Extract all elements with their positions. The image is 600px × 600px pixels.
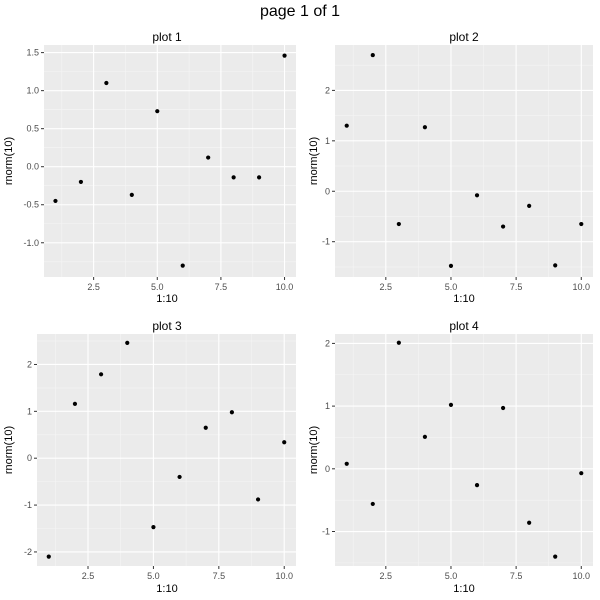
page-title: page 1 of 1 (259, 3, 341, 20)
y-axis-label: rnorm(10) (308, 137, 320, 185)
panel-title: plot 2 (449, 30, 479, 44)
data-point (422, 434, 428, 439)
y-tick-label: 0 (27, 453, 32, 463)
data-point (396, 221, 401, 227)
data-point (180, 263, 185, 268)
data-point (129, 192, 134, 197)
panel-background (37, 334, 296, 566)
data-point (579, 471, 584, 476)
data-point (78, 179, 84, 185)
data-point (53, 198, 58, 204)
y-tick-label: -0.5 (23, 200, 39, 210)
y-tick-label: 0.0 (26, 162, 39, 172)
x-tick-label: 2.5 (87, 282, 100, 292)
data-point (177, 474, 182, 480)
y-axis-label: rnorm(10) (3, 426, 15, 474)
data-point (282, 440, 287, 445)
x-tick-label: 2.5 (380, 282, 393, 292)
y-tick-label: -2 (24, 547, 32, 557)
data-point (151, 524, 156, 530)
data-point (203, 425, 208, 430)
y-tick-label: 0 (325, 464, 330, 474)
data-point (231, 175, 236, 180)
x-axis-label: 1:10 (453, 293, 474, 305)
y-tick-label: -1 (24, 500, 32, 510)
plot-panel-3: 2.5 5.0 7.5 10.0 -2 -1 0 1 2 plot 3 1:10 rnorm(10) (3, 319, 296, 595)
data-point (553, 263, 558, 268)
panel-title: plot 1 (152, 30, 182, 44)
x-axis-label: 1:10 (156, 583, 177, 595)
plot-panel-1: 2.5 5.0 7.5 10.0 -1.0 -0.5 0.0 0.5 1.0 1.5 plot 1 1… (3, 30, 296, 305)
data-point (344, 461, 349, 466)
y-tick-label: 2 (325, 338, 330, 348)
data-point (255, 497, 261, 502)
y-tick-label: 2 (325, 85, 330, 95)
x-tick-label: 2.5 (82, 571, 95, 581)
data-point (500, 224, 506, 229)
data-point (125, 340, 130, 346)
panel-title: plot 4 (449, 319, 479, 333)
x-tick-label: 5.0 (147, 571, 160, 581)
data-point (396, 340, 401, 345)
y-tick-label: 1 (325, 136, 330, 146)
data-point (448, 263, 454, 269)
data-point (370, 501, 375, 507)
data-point (256, 175, 262, 180)
data-point (98, 372, 104, 377)
x-axis-label: 1:10 (453, 583, 474, 595)
data-point (72, 401, 78, 406)
data-point (474, 483, 480, 488)
plot-panel-4: 2.5 5.0 7.5 10.0 -1 0 1 2 plot 4 1:10 rnorm(10) (308, 319, 593, 595)
data-point (474, 193, 480, 198)
x-tick-label: 7.5 (215, 282, 228, 292)
panel-title: plot 3 (152, 319, 182, 333)
data-point (104, 80, 109, 86)
x-tick-label: 5.0 (445, 571, 458, 581)
x-tick-label: 7.5 (213, 571, 226, 581)
y-tick-label: 1.0 (26, 86, 39, 96)
data-point (344, 123, 349, 128)
data-point (422, 125, 428, 130)
data-point (500, 405, 506, 411)
plot-panel-2: 2.5 5.0 7.5 10.0 -1 0 1 2 plot 2 1:10 rnorm(10) (308, 30, 593, 305)
x-tick-label: 10.0 (573, 571, 591, 581)
data-point (46, 554, 51, 559)
panel-background (335, 45, 593, 277)
data-point (527, 203, 532, 208)
data-point (155, 109, 160, 114)
y-tick-label: -1.0 (23, 238, 39, 248)
x-tick-label: 5.0 (151, 282, 164, 292)
y-tick-label: 1 (27, 406, 32, 416)
data-point (370, 52, 375, 58)
data-point (206, 155, 211, 160)
y-tick-label: 0 (325, 186, 330, 196)
x-tick-label: 10.0 (573, 282, 591, 292)
data-point (448, 402, 454, 407)
data-point (553, 554, 558, 559)
x-tick-label: 2.5 (380, 571, 393, 581)
data-point (527, 520, 532, 525)
data-point (229, 410, 235, 415)
y-tick-label: 1 (325, 401, 330, 411)
y-tick-label: -1 (322, 237, 330, 247)
x-axis-label: 1:10 (156, 293, 177, 305)
x-tick-label: 7.5 (510, 282, 523, 292)
y-tick-label: -1 (322, 527, 330, 537)
data-point (579, 221, 584, 227)
data-point (282, 53, 287, 58)
x-tick-label: 7.5 (510, 571, 523, 581)
x-tick-label: 5.0 (445, 282, 458, 292)
y-axis-label: rnorm(10) (3, 137, 15, 185)
panel-background (335, 334, 593, 566)
panel-background (44, 45, 296, 277)
y-tick-label: 1.5 (26, 48, 39, 58)
y-axis-label: rnorm(10) (308, 426, 320, 474)
x-tick-label: 10.0 (275, 571, 293, 581)
y-tick-label: 2 (27, 359, 32, 369)
x-tick-label: 10.0 (276, 282, 294, 292)
y-tick-label: 0.5 (26, 124, 39, 134)
